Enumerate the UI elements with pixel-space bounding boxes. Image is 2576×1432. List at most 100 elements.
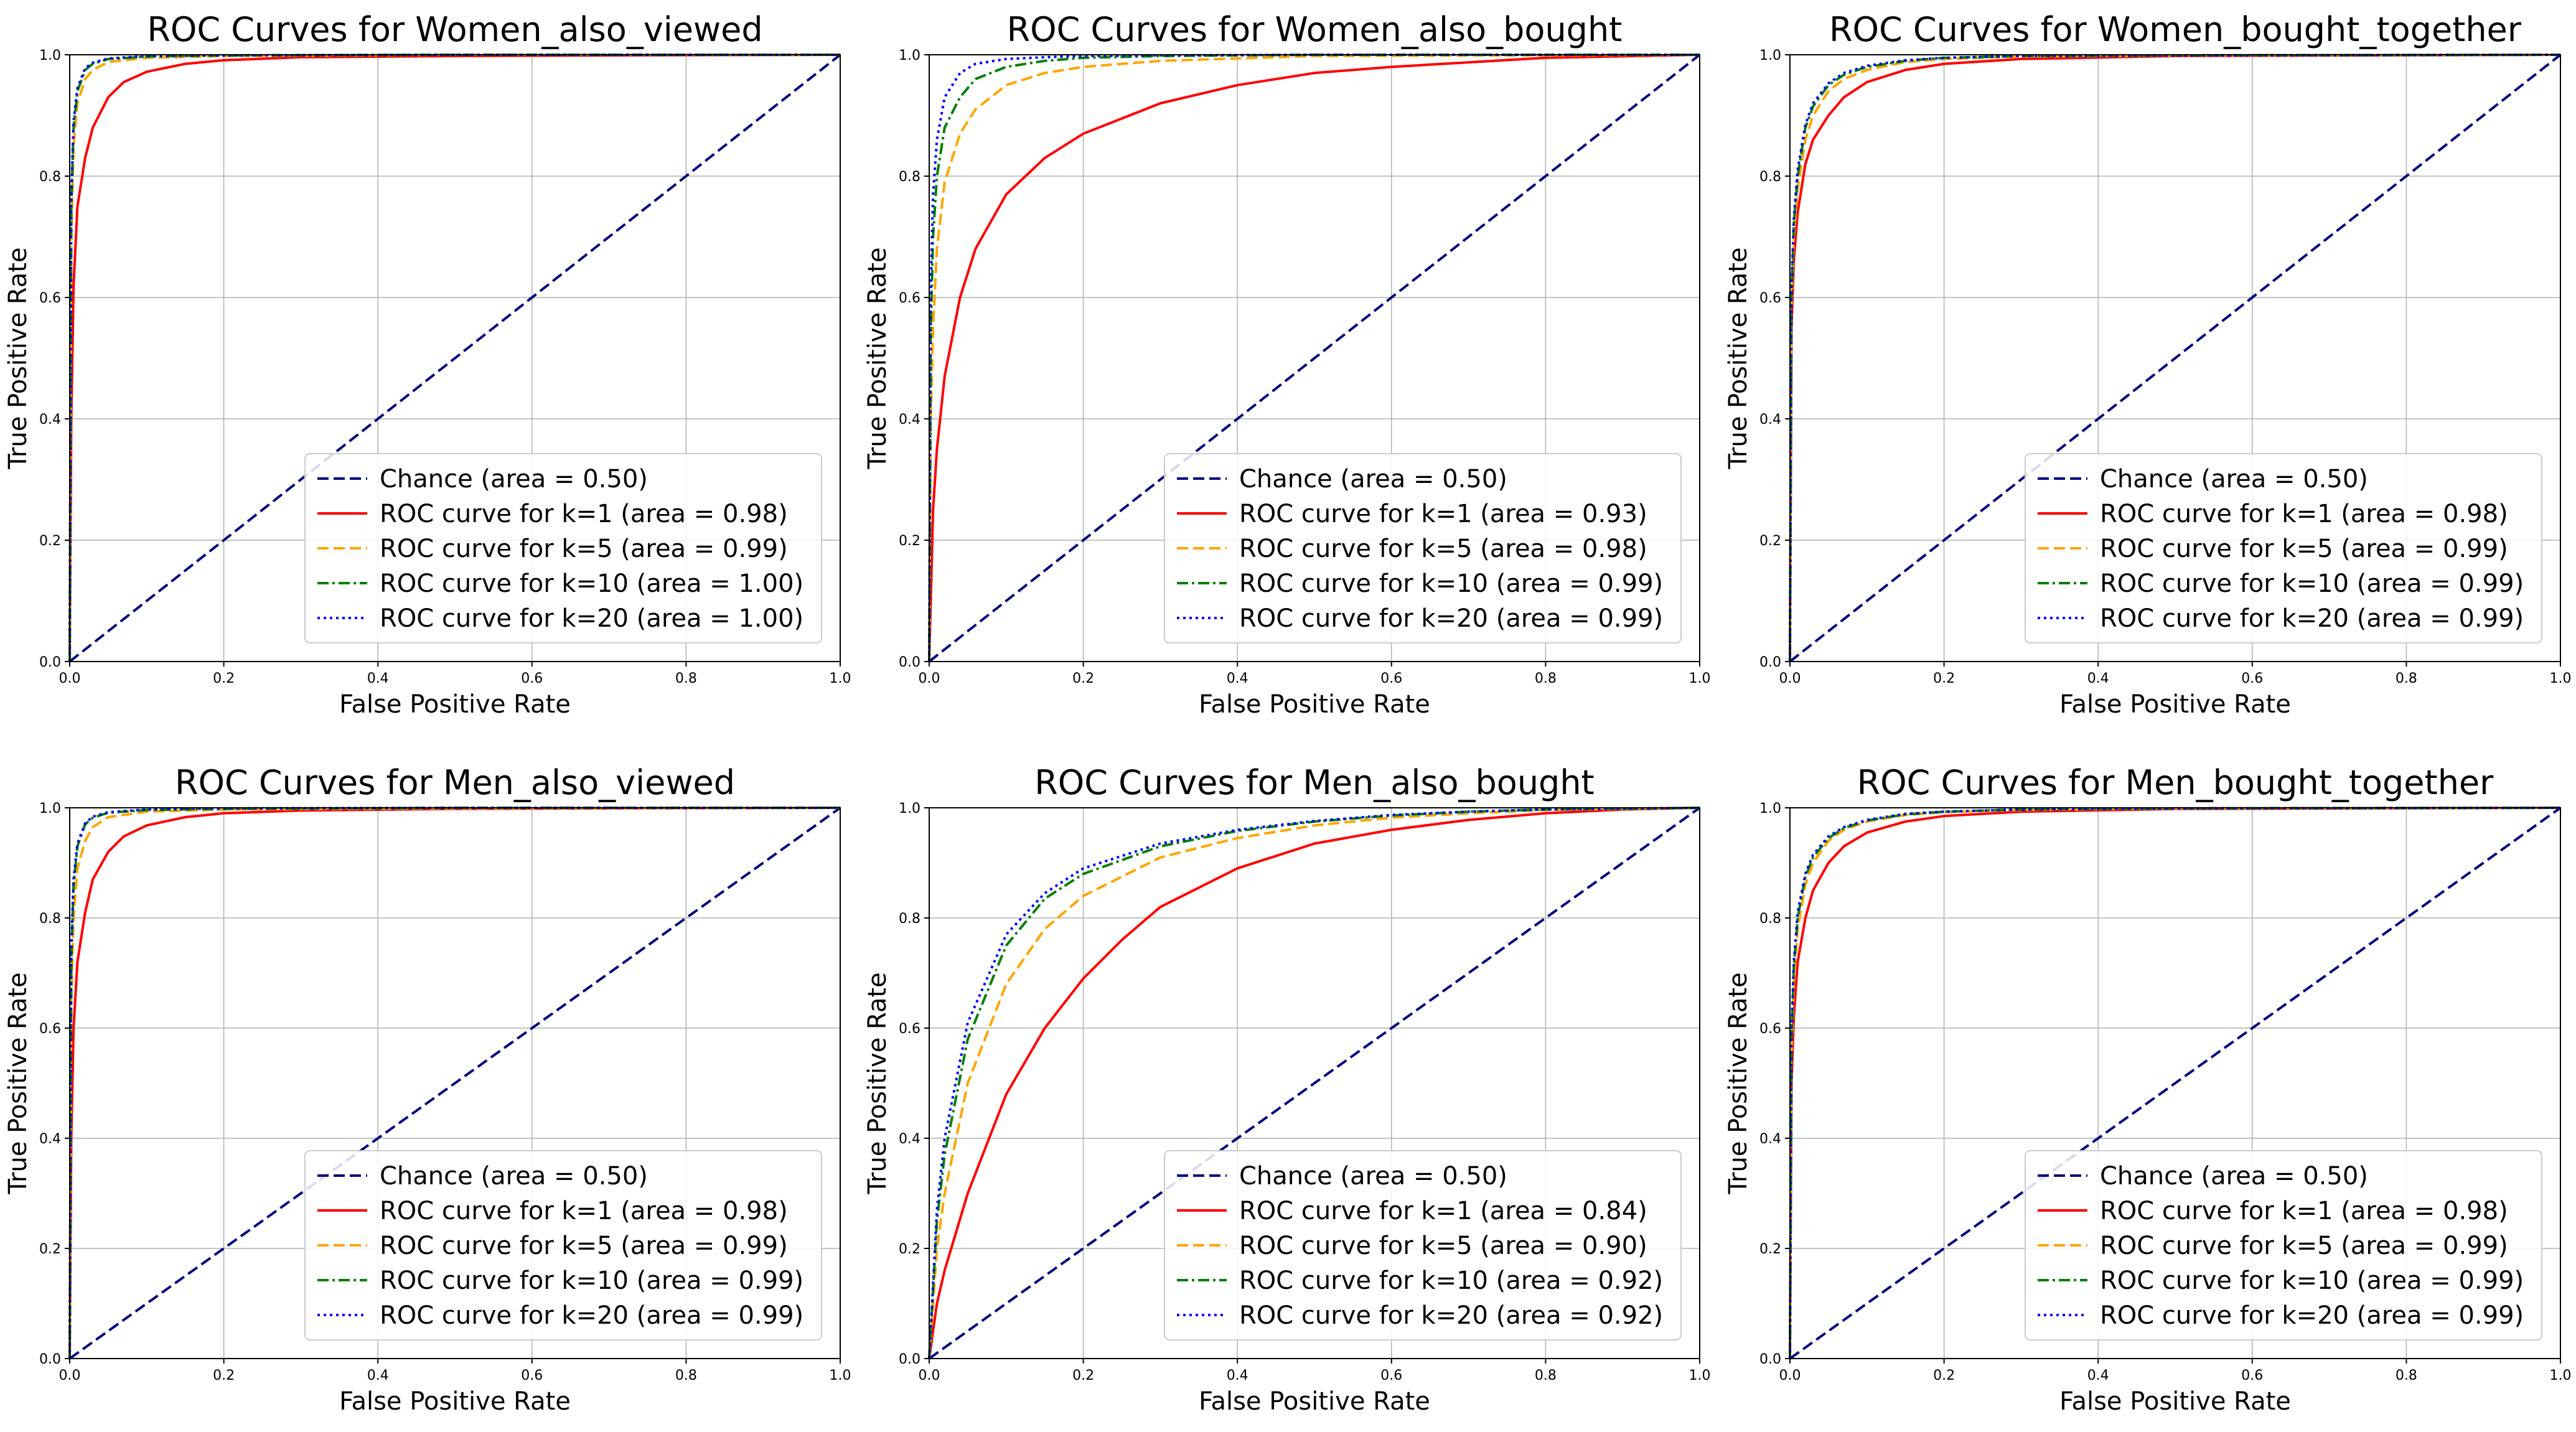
series-line-4 — [68, 807, 840, 1359]
series-line-0 — [1789, 807, 2562, 1360]
legend-label: Chance (area = 0.50) — [380, 1162, 648, 1191]
y-tick-label: 0.0 — [1759, 655, 1781, 670]
legend-label: ROC curve for k=20 (area = 0.99) — [2100, 1301, 2524, 1330]
x-tick-label: 0.8 — [2396, 1368, 2417, 1383]
series-line-3 — [1789, 54, 2561, 662]
x-tick-label: 0.0 — [1779, 671, 1801, 686]
y-axis-label: True Positive Rate — [1724, 972, 1753, 1194]
roc-panel-1: 0.00.0 0.2 0.2 0.4 0.4 0.6 0.6 0.8 0.8 1.0 1.0 ROC … — [4, 10, 851, 719]
y-tick-label: 0.2 — [899, 533, 920, 549]
y-tick-label: 0.4 — [1759, 1131, 1781, 1147]
x-tick-label: 0.8 — [675, 671, 697, 686]
x-tick-label: 1.0 — [1689, 1368, 1711, 1383]
legend-box — [1164, 1150, 1682, 1341]
x-tick-label: 0.0 — [59, 671, 81, 686]
y-tick-label: 0.2 — [899, 1242, 920, 1257]
legend-box — [2025, 1150, 2542, 1341]
legend-label: ROC curve for k=1 (area = 0.98) — [380, 500, 788, 528]
x-tick-label: 0.2 — [1933, 671, 1955, 686]
plot-frame — [69, 54, 841, 662]
legend-label: ROC curve for k=1 (area = 0.98) — [2100, 500, 2508, 528]
legend-label: Chance (area = 0.50) — [1239, 465, 1507, 494]
roc-panel-3: 0.00.0 0.2 0.2 0.4 0.4 0.6 0.6 0.8 0.8 1.0 1.0 ROC … — [1724, 10, 2572, 719]
x-tick-label: 0.2 — [1072, 671, 1094, 686]
y-axis-label: True Positive Rate — [4, 972, 32, 1194]
legend-label: ROC curve for k=1 (area = 0.98) — [380, 1197, 788, 1225]
chart-title: ROC Curves for Women_bought_together — [1829, 10, 2522, 49]
y-tick-label: 0.8 — [899, 169, 920, 185]
x-axis-label: False Positive Rate — [2059, 1387, 2291, 1416]
y-tick-label: 0.6 — [1759, 1021, 1781, 1037]
legend-label: ROC curve for k=20 (area = 0.99) — [1239, 604, 1663, 633]
y-tick-label: 0.8 — [899, 911, 920, 927]
legend-label: ROC curve for k=10 (area = 0.99) — [380, 1266, 803, 1295]
y-tick-label: 0.4 — [39, 1131, 61, 1147]
roc-panel-5: 0.00.0 0.2 0.2 0.4 0.4 0.6 0.6 0.8 0.8 1.0 1.0 ROC … — [863, 763, 1711, 1416]
series-line-2 — [928, 807, 1700, 1359]
series-line-0 — [68, 807, 841, 1360]
roc-panel-6: 0.00.0 0.2 0.2 0.4 0.4 0.6 0.6 0.8 0.8 1.0 1.0 ROC … — [1724, 763, 2572, 1416]
y-tick-label: 1.0 — [1759, 801, 1781, 817]
x-tick-label: 0.2 — [1933, 1368, 1955, 1383]
series-line-1 — [928, 807, 1700, 1359]
legend-label: ROC curve for k=5 (area = 0.99) — [2100, 535, 2508, 563]
chart-title: ROC Curves for Men_also_bought — [1034, 763, 1594, 802]
legend-label: ROC curve for k=20 (area = 1.00) — [380, 604, 803, 633]
roc-panel-4: 0.00.0 0.2 0.2 0.4 0.4 0.6 0.6 0.8 0.8 1.0 1.0 ROC … — [4, 763, 851, 1416]
y-tick-label: 0.2 — [1759, 533, 1781, 549]
legend-label: ROC curve for k=5 (area = 0.90) — [1239, 1232, 1647, 1260]
y-tick-label: 0.6 — [39, 291, 61, 306]
series-line-0 — [928, 807, 1701, 1360]
x-axis-label: False Positive Rate — [2059, 690, 2291, 719]
x-tick-label: 0.4 — [367, 1368, 389, 1383]
legend-label: ROC curve for k=10 (area = 0.99) — [2100, 569, 2524, 598]
x-tick-label: 1.0 — [830, 671, 851, 686]
series-line-2 — [928, 54, 1700, 662]
y-tick-label: 0.0 — [39, 655, 61, 670]
x-tick-label: 1.0 — [2550, 671, 2572, 686]
legend-label: ROC curve for k=20 (area = 0.99) — [380, 1301, 803, 1330]
x-tick-label: 0.4 — [1227, 671, 1248, 686]
plot-frame — [69, 807, 841, 1359]
legend-label: ROC curve for k=5 (area = 0.99) — [2100, 1232, 2508, 1260]
x-tick-label: 0.4 — [1227, 1368, 1248, 1383]
legend-box — [1164, 453, 1682, 643]
legend-box — [304, 1150, 822, 1341]
x-tick-label: 0.8 — [1535, 671, 1557, 686]
y-tick-label: 0.8 — [39, 169, 61, 185]
legend-label: ROC curve for k=20 (area = 0.99) — [2100, 604, 2524, 633]
x-axis-label: False Positive Rate — [339, 690, 571, 719]
series-line-0 — [928, 54, 1701, 663]
series-line-4 — [1789, 807, 2561, 1359]
y-tick-label: 1.0 — [1759, 48, 1781, 63]
y-axis-label: True Positive Rate — [863, 972, 892, 1194]
legend-label: ROC curve for k=10 (area = 0.99) — [2100, 1266, 2524, 1295]
y-tick-label: 0.0 — [899, 1352, 920, 1367]
series-line-1 — [928, 54, 1700, 662]
y-tick-label: 0.8 — [1759, 169, 1781, 185]
legend-label: ROC curve for k=10 (area = 0.99) — [1239, 569, 1663, 598]
legend-box — [304, 453, 822, 643]
legend-label: ROC curve for k=1 (area = 0.84) — [1239, 1197, 1647, 1225]
plot-frame — [1789, 54, 2561, 662]
y-tick-label: 0.4 — [899, 1131, 920, 1147]
x-axis-label: False Positive Rate — [339, 1387, 571, 1416]
x-tick-label: 0.8 — [2396, 671, 2417, 686]
legend-label: Chance (area = 0.50) — [2100, 465, 2368, 494]
y-tick-label: 0.0 — [39, 1352, 61, 1367]
series-line-3 — [1789, 807, 2561, 1359]
y-tick-label: 0.4 — [39, 412, 61, 428]
series-line-1 — [1789, 807, 2561, 1359]
series-line-4 — [928, 807, 1700, 1359]
x-tick-label: 0.8 — [675, 1368, 697, 1383]
legend-label: ROC curve for k=1 (area = 0.93) — [1239, 500, 1647, 528]
y-tick-label: 0.8 — [1759, 911, 1781, 927]
x-tick-label: 0.6 — [521, 1368, 543, 1383]
y-tick-label: 0.6 — [899, 291, 920, 306]
x-axis-label: False Positive Rate — [1199, 690, 1430, 719]
x-tick-label: 0.2 — [213, 1368, 235, 1383]
legend-label: ROC curve for k=5 (area = 0.98) — [1239, 535, 1647, 563]
y-tick-label: 0.2 — [39, 1242, 61, 1257]
legend-label: ROC curve for k=20 (area = 0.92) — [1239, 1301, 1663, 1330]
